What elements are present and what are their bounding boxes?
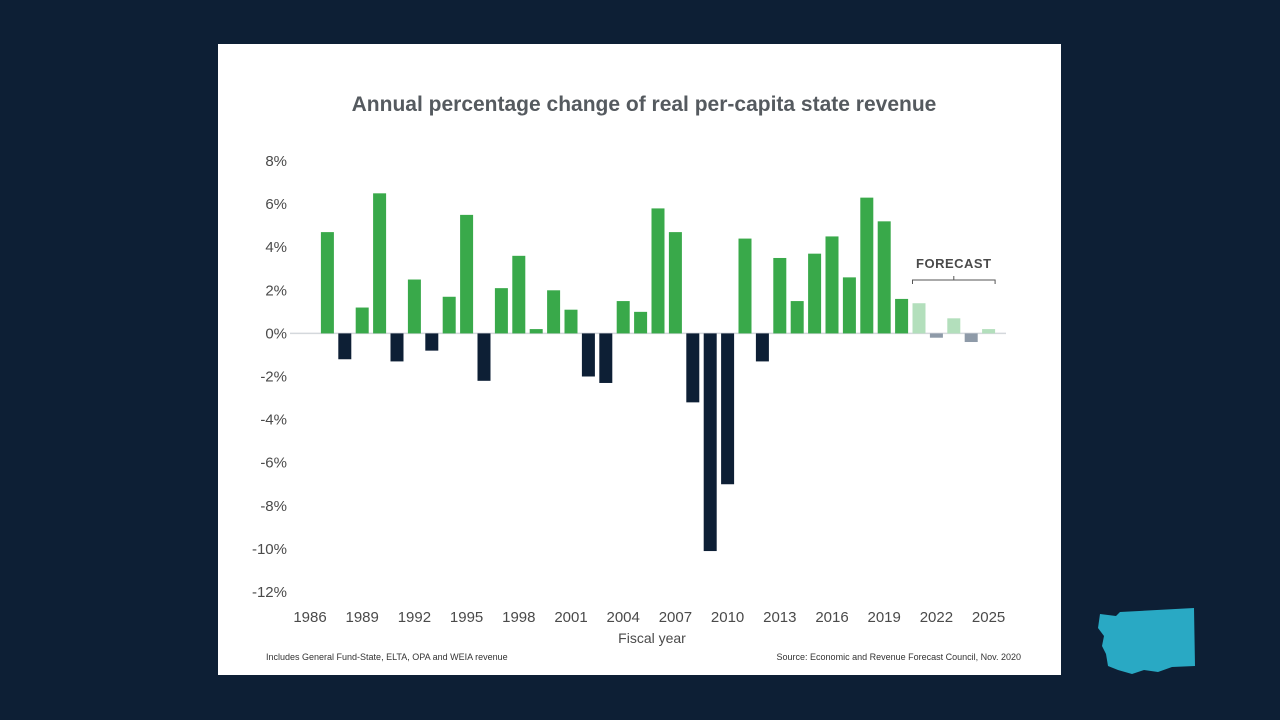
y-tick-label: -2% [260, 369, 287, 386]
x-tick-label: 2013 [763, 609, 796, 626]
x-tick-label: 1992 [398, 609, 431, 626]
bar-2020 [895, 298, 909, 334]
x-tick-label: 2022 [920, 609, 953, 626]
bar-2010 [721, 333, 735, 485]
bar-1987 [320, 232, 334, 334]
bar-1995 [460, 214, 474, 334]
bar-2001 [564, 309, 578, 334]
bar-2005 [634, 311, 648, 334]
y-tick-label: -10% [252, 541, 287, 558]
y-tick-label: -4% [260, 412, 287, 429]
y-tick-label: 6% [265, 196, 287, 213]
x-tick-label: 1995 [450, 609, 483, 626]
bar-1992 [407, 279, 421, 334]
x-axis: 1986 1989 1992 1995 1998 2001 2004 2007 2010 2013… [293, 609, 1005, 626]
y-axis: 8% 6% 4% 2% 0% -2% -4% -6% -8% -10% -12% [252, 153, 287, 601]
chart-panel: Annual percentage change of real per-cap… [218, 44, 1061, 675]
bar-2013 [773, 257, 787, 334]
bar-2019 [877, 221, 891, 334]
bar-2008 [686, 333, 700, 403]
x-tick-label: 2016 [815, 609, 848, 626]
bar-2018 [860, 197, 874, 334]
bar-2007 [668, 232, 682, 334]
bar-1993 [425, 333, 439, 351]
footnote-left: Includes General Fund-State, ELTA, OPA a… [266, 652, 508, 662]
bar-1997 [494, 288, 508, 334]
bar-2002 [581, 333, 595, 377]
y-tick-label: -6% [260, 455, 287, 472]
x-tick-label: 1989 [346, 609, 379, 626]
y-tick-label: -8% [260, 498, 287, 515]
bar-2023 [947, 318, 961, 334]
bar-2021 [912, 303, 926, 334]
bar-2022 [929, 333, 943, 338]
x-tick-label: 2010 [711, 609, 744, 626]
x-tick-label: 2004 [607, 609, 640, 626]
y-tick-label: 0% [265, 325, 287, 342]
bar-2006 [651, 208, 665, 334]
bar-2015 [808, 253, 822, 334]
x-tick-label: 1986 [293, 609, 326, 626]
washington-state-map-icon [1098, 608, 1195, 674]
x-tick-label: 2001 [554, 609, 587, 626]
y-tick-label: 2% [265, 282, 287, 299]
y-tick-label: -12% [252, 584, 287, 601]
bar-1999 [529, 329, 543, 334]
bar-1989 [355, 307, 369, 334]
chart: Annual percentage change of real per-cap… [252, 93, 1021, 662]
forecast-bracket-line [912, 276, 996, 284]
bar-1990 [373, 193, 387, 334]
x-tick-label: 2007 [659, 609, 692, 626]
bar-1996 [477, 333, 491, 381]
bar-2003 [599, 333, 613, 383]
bar-2011 [738, 238, 752, 334]
chart-title: Annual percentage change of real per-cap… [352, 93, 937, 116]
bar-2017 [842, 277, 856, 334]
bar-2004 [616, 301, 630, 334]
forecast-bracket: FORECAST [912, 256, 996, 284]
bar-2009 [703, 333, 717, 552]
x-tick-label: 2025 [972, 609, 1005, 626]
bar-2000 [547, 290, 561, 334]
x-tick-label: 2019 [868, 609, 901, 626]
y-tick-label: 8% [265, 153, 287, 170]
bar-2012 [755, 333, 769, 362]
x-axis-label: Fiscal year [618, 630, 686, 646]
forecast-label: FORECAST [916, 256, 992, 271]
bar-2024 [964, 333, 978, 343]
bar-1994 [442, 296, 456, 334]
bar-1998 [512, 255, 526, 334]
bar-2016 [825, 236, 839, 334]
bar-2025 [982, 329, 996, 334]
bars [320, 193, 996, 552]
y-tick-label: 4% [265, 239, 287, 256]
bar-1991 [390, 333, 404, 362]
x-tick-label: 1998 [502, 609, 535, 626]
bar-2014 [790, 301, 804, 334]
footnote-right: Source: Economic and Revenue Forecast Co… [777, 652, 1021, 662]
bar-1988 [338, 333, 352, 360]
